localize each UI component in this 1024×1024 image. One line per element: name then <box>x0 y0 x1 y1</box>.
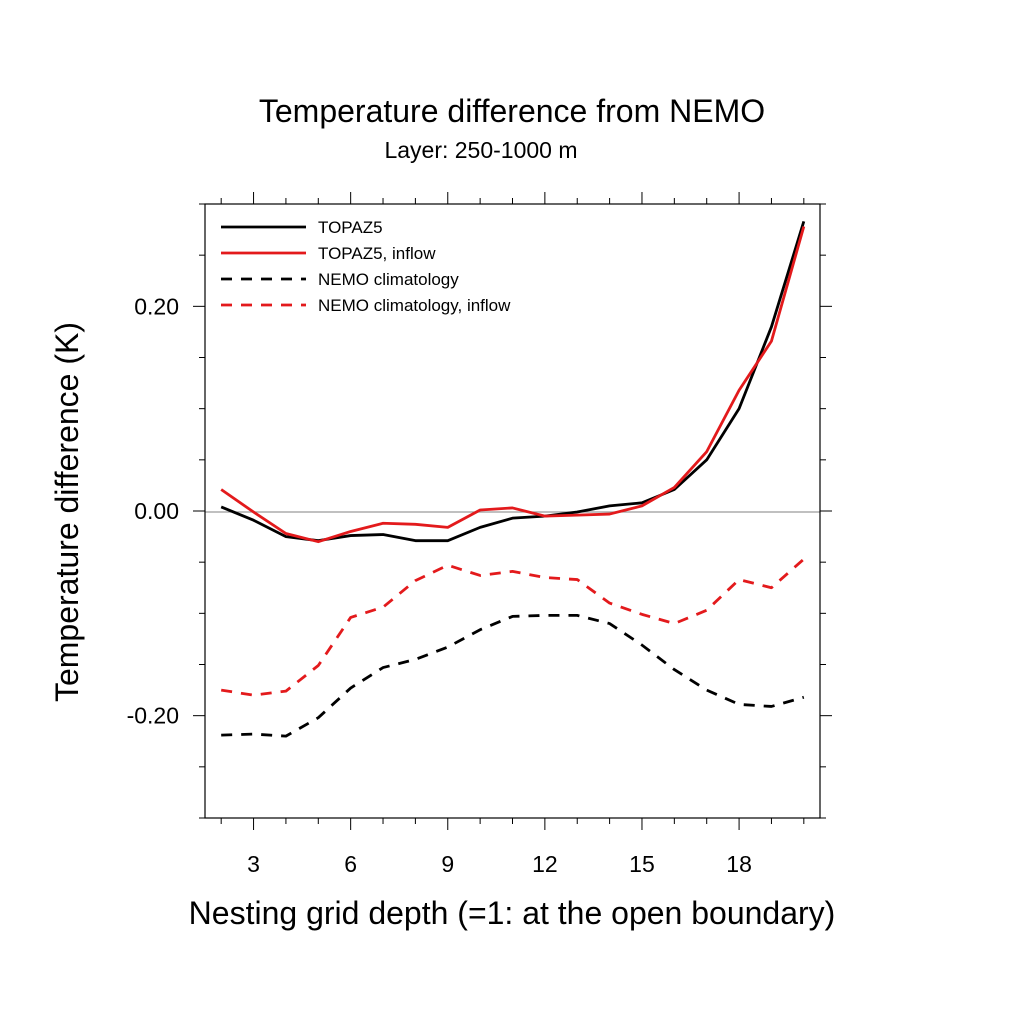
series-line-nemo-climatology <box>221 613 805 738</box>
legend: TOPAZ5 TOPAZ5, inflow NEMO climatology NEMO… <box>221 218 511 315</box>
y-tick-label: -0.20 <box>127 703 179 729</box>
x-tick-label: 3 <box>247 851 260 877</box>
x-tick-label: 12 <box>532 851 558 877</box>
series-layer <box>220 220 806 738</box>
chart-subtitle: Layer: 250-1000 m <box>384 137 577 163</box>
y-tick-label: 0.20 <box>134 293 179 319</box>
legend-label: TOPAZ5, inflow <box>318 244 436 263</box>
x-tick-label: 9 <box>441 851 454 877</box>
x-tick-label: 6 <box>344 851 357 877</box>
series-line-topaz5-inflow <box>220 226 806 544</box>
series-line-topaz5 <box>220 220 806 543</box>
legend-label: NEMO climatology <box>318 270 459 289</box>
axis-ticks: 3 6 9 12 15 18 -0.20 0.00 0.20 <box>127 192 832 877</box>
y-tick-label: 0.00 <box>134 498 179 524</box>
legend-label: TOPAZ5 <box>318 218 383 237</box>
plot-frame <box>204 203 821 819</box>
legend-label: NEMO climatology, inflow <box>318 296 511 315</box>
x-tick-label: 15 <box>629 851 655 877</box>
series-line-nemo-climatology-inflow <box>220 558 805 697</box>
chart-title: Temperature difference from NEMO <box>259 93 765 129</box>
x-tick-label: 18 <box>726 851 752 877</box>
y-axis-label: Temperature difference (K) <box>49 322 85 702</box>
x-axis-label: Nesting grid depth (=1: at the open boun… <box>189 895 836 931</box>
